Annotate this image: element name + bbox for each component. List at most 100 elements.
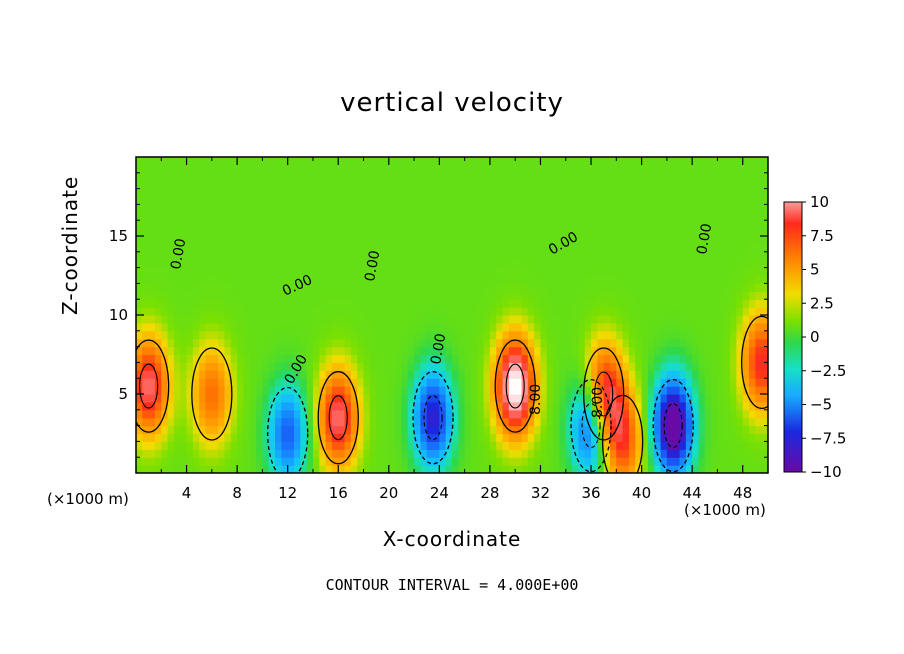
heatmap-cell (186, 394, 194, 403)
heatmap-cell (508, 212, 516, 221)
heatmap-cell (268, 425, 276, 435)
heatmap-cell (294, 394, 301, 403)
heatmap-cell (300, 228, 308, 237)
heatmap-cell (199, 267, 207, 277)
heatmap-cell (477, 417, 485, 427)
heatmap-cell (515, 164, 523, 174)
heatmap-cell (578, 425, 586, 435)
heatmap-cell (407, 267, 415, 277)
heatmap-cell (470, 275, 478, 284)
heatmap-cell (521, 251, 529, 261)
heatmap-cell (673, 457, 681, 466)
heatmap-cell (628, 164, 636, 174)
heatmap-cell (553, 362, 561, 371)
heatmap-cell (641, 378, 649, 387)
heatmap-cell (578, 236, 586, 245)
heatmap-cell (331, 259, 339, 269)
heatmap-cell (363, 441, 371, 450)
heatmap-cell (350, 425, 358, 435)
heatmap-cell (717, 370, 725, 379)
heatmap-cell (161, 236, 169, 245)
heatmap-cell (470, 212, 478, 221)
contour-line (136, 339, 170, 433)
heatmap-cell (508, 220, 516, 229)
contour-line (191, 347, 233, 441)
contour-line-inner (328, 395, 348, 441)
heatmap-cell (192, 188, 200, 198)
x-tick-label: 28 (480, 484, 499, 502)
heatmap-cell (312, 275, 320, 284)
heatmap-cell (603, 180, 611, 190)
heatmap-cell (256, 267, 263, 277)
x-tick-label: 40 (632, 484, 651, 502)
heatmap-cell (186, 228, 194, 237)
heatmap-cell (464, 291, 472, 300)
heatmap-cell (679, 212, 687, 221)
heatmap-cell (136, 315, 143, 324)
heatmap-cell (553, 212, 561, 221)
heatmap-cell (534, 386, 542, 395)
heatmap-cell (382, 346, 390, 356)
heatmap-cell (230, 275, 238, 284)
heatmap-cell (319, 401, 327, 411)
heatmap-cell (420, 409, 428, 419)
heatmap-cell (154, 275, 162, 284)
heatmap-cell (224, 449, 232, 458)
heatmap-cell (287, 425, 295, 435)
heatmap-cell (357, 394, 365, 403)
heatmap-cell (761, 204, 768, 213)
heatmap-cell (692, 220, 700, 229)
heatmap-cell (350, 370, 358, 379)
heatmap-cell (641, 212, 649, 221)
heatmap-cell (420, 401, 428, 411)
heatmap-cell (515, 220, 523, 229)
heatmap-cell (565, 362, 573, 371)
heatmap-cell (730, 243, 737, 253)
heatmap-cell (262, 425, 270, 435)
heatmap-cell (325, 315, 333, 324)
heatmap-cell (363, 157, 371, 166)
heatmap-cell (603, 362, 611, 371)
heatmap-cell (673, 204, 681, 213)
heatmap-cell (749, 457, 756, 466)
heatmap-cell (502, 449, 510, 458)
heatmap-cell (483, 204, 491, 213)
heatmap-cell (692, 370, 700, 379)
heatmap-cell (142, 251, 150, 261)
heatmap-cell (692, 275, 700, 284)
heatmap-cell (395, 378, 403, 387)
heatmap-cell (142, 259, 150, 269)
heatmap-cell (559, 386, 567, 395)
heatmap-cell (325, 236, 333, 245)
heatmap-cell (325, 275, 333, 284)
heatmap-cell (597, 441, 605, 450)
heatmap-cell (205, 417, 213, 427)
heatmap-cell (597, 291, 605, 300)
heatmap-cell (761, 322, 768, 332)
heatmap-cell (452, 465, 459, 473)
heatmap-cell (755, 275, 763, 284)
heatmap-cell (584, 346, 592, 356)
heatmap-cell (711, 164, 719, 174)
heatmap-cell (685, 465, 693, 473)
heatmap-cell (603, 401, 611, 411)
heatmap-cell (685, 251, 693, 261)
heatmap-cell (357, 378, 365, 387)
heatmap-cell (761, 267, 768, 277)
heatmap-cell (723, 346, 731, 356)
heatmap-cell (325, 322, 333, 332)
heatmap-cell (635, 236, 643, 245)
heatmap-cell (553, 220, 561, 229)
heatmap-cell (546, 172, 554, 182)
heatmap-cell (167, 259, 175, 269)
heatmap-cell (256, 164, 263, 174)
heatmap-cell (142, 378, 150, 387)
heatmap-cell (376, 220, 384, 229)
heatmap-cell (698, 267, 706, 277)
heatmap-cell (679, 283, 687, 292)
heatmap-cell (167, 425, 175, 435)
heatmap-cell (742, 394, 750, 403)
heatmap-cell (363, 330, 371, 340)
heatmap-cell (527, 449, 535, 458)
heatmap-cell (685, 196, 693, 205)
